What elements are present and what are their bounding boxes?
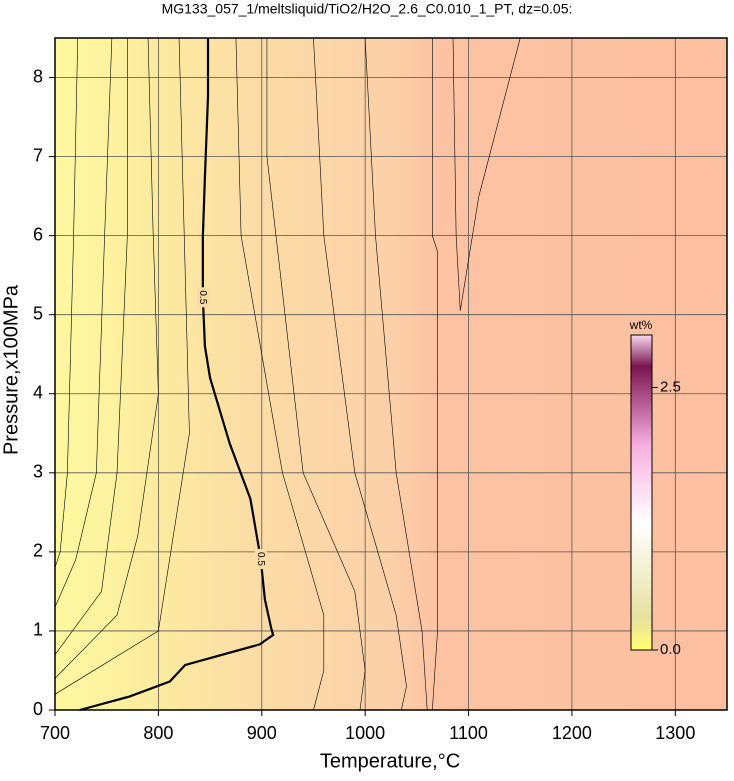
x-axis-label: Temperature,°C	[320, 750, 460, 772]
y-tick-label: 6	[33, 224, 43, 244]
contour-line	[54, 37, 113, 608]
contour-label-bg	[254, 548, 267, 569]
contour-line	[266, 38, 366, 711]
contour-line	[432, 38, 438, 711]
colorbar-tick-label: 2.5	[660, 378, 681, 395]
colorbar	[630, 334, 653, 651]
contour-label: 0.5	[255, 552, 266, 566]
y-tick-label: 0	[33, 699, 43, 719]
plot-frame	[54, 37, 728, 711]
contour-line	[452, 37, 521, 311]
x-tick-label: 700	[40, 723, 70, 743]
colorbar-tick-label: 0.0	[660, 641, 681, 658]
y-tick-label: 8	[33, 66, 43, 86]
y-tick-label: 2	[33, 541, 43, 561]
plot-background	[55, 38, 727, 710]
y-tick-label: 5	[33, 303, 43, 323]
y-axis-label: Pressure,x100MPa	[0, 284, 22, 455]
x-tick-label: 1000	[345, 723, 385, 743]
contour-line	[54, 38, 128, 655]
contour-line	[54, 37, 159, 679]
x-tick-label: 800	[143, 723, 173, 743]
x-tick-label: 900	[247, 723, 277, 743]
contour-line	[54, 37, 190, 695]
contour-line	[235, 37, 325, 711]
contour-line	[79, 38, 275, 712]
contour-label: 0.5	[197, 290, 208, 304]
contour-label-bg	[196, 287, 209, 308]
y-tick-label: 1	[33, 620, 43, 640]
y-tick-label: 7	[33, 145, 43, 165]
x-tick-label: 1300	[655, 723, 695, 743]
x-tick-label: 1200	[552, 723, 592, 743]
contour-line	[364, 37, 428, 711]
contour-line	[54, 37, 79, 568]
y-tick-label: 3	[33, 462, 43, 482]
x-tick-label: 1100	[449, 723, 488, 743]
y-tick-label: 4	[33, 383, 43, 403]
chart-title: MG133_057_1/meltsliquid/TiO2/H2O_2.6_C0.…	[162, 1, 573, 17]
contour-line	[313, 37, 407, 711]
colorbar-label: wt%	[629, 318, 653, 332]
